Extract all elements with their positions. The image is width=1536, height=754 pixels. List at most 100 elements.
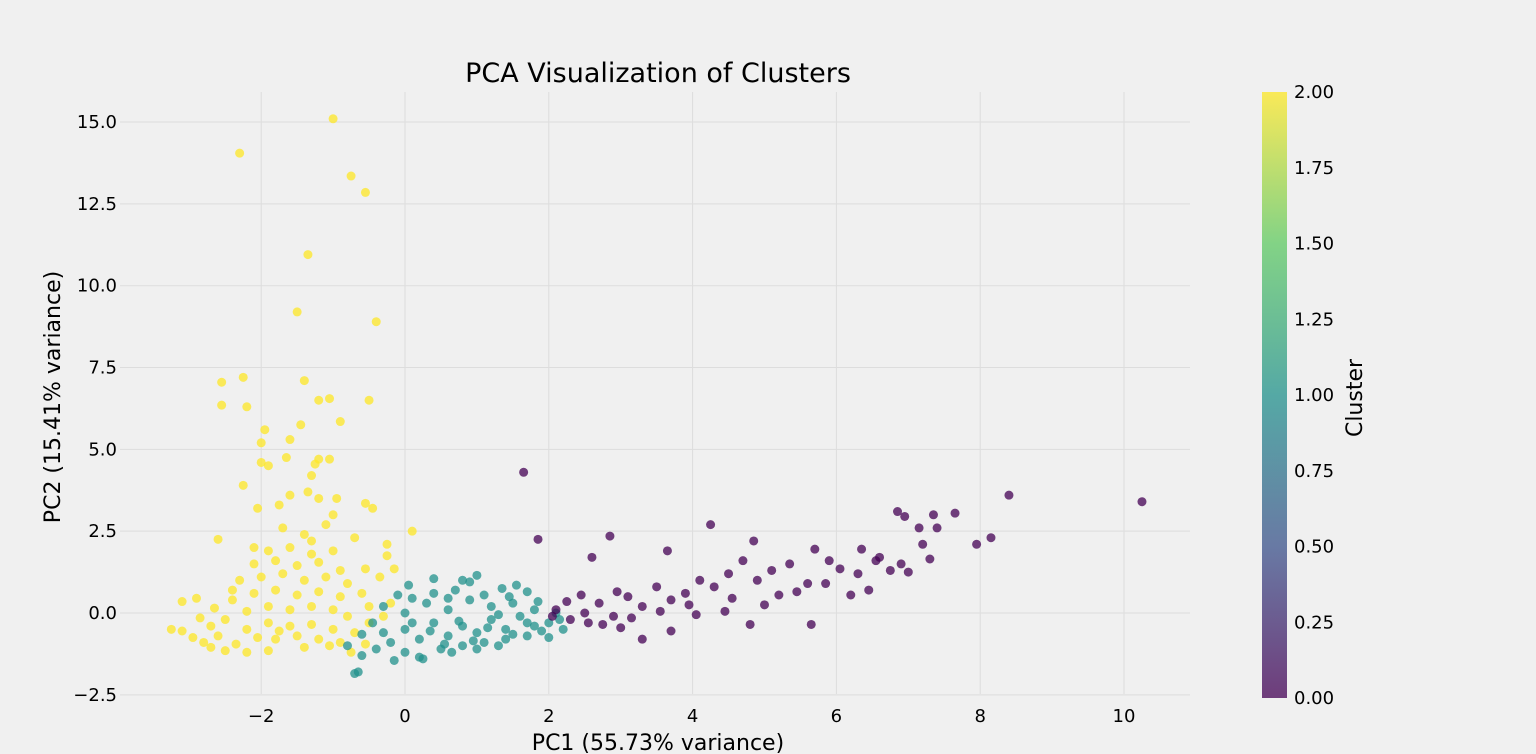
- data-point-cluster-0: [695, 575, 705, 585]
- data-point-cluster-1: [447, 647, 457, 657]
- data-point-cluster-0: [785, 559, 795, 569]
- x-axis-ticks: −2 0 2 4 6 8 10: [248, 706, 1136, 727]
- data-point-cluster-2: [321, 520, 331, 530]
- data-point-cluster-0: [662, 546, 672, 556]
- data-point-cluster-0: [666, 626, 676, 636]
- data-point-cluster-1: [443, 605, 453, 615]
- data-point-cluster-2: [206, 642, 216, 652]
- data-point-cluster-0: [655, 606, 665, 616]
- x-tick-label: 8: [974, 706, 985, 727]
- data-point-cluster-0: [598, 619, 608, 629]
- data-point-cluster-0: [706, 520, 716, 530]
- data-point-cluster-1: [371, 644, 381, 654]
- data-point-cluster-2: [281, 453, 291, 463]
- colorbar-tick-label: 1.25: [1294, 309, 1334, 330]
- data-point-cluster-2: [285, 605, 295, 615]
- data-point-cluster-2: [360, 639, 370, 649]
- data-point-cluster-0: [821, 579, 831, 589]
- data-point-cluster-1: [458, 575, 468, 585]
- colorbar-label: Cluster: [1343, 358, 1368, 437]
- data-point-cluster-0: [1004, 490, 1014, 500]
- data-point-cluster-0: [900, 511, 910, 521]
- data-point-cluster-1: [342, 641, 352, 651]
- y-tick-label: 7.5: [88, 358, 117, 379]
- data-point-cluster-0: [914, 523, 924, 533]
- y-tick-label: 0.0: [88, 603, 117, 624]
- data-point-cluster-1: [508, 629, 518, 639]
- data-point-cluster-0: [885, 565, 895, 575]
- data-point-cluster-2: [285, 621, 295, 631]
- data-point-cluster-2: [382, 539, 392, 549]
- data-point-cluster-0: [1137, 497, 1147, 507]
- data-point-cluster-1: [501, 634, 511, 644]
- data-point-cluster-2: [217, 377, 227, 387]
- data-point-cluster-2: [231, 639, 241, 649]
- data-point-cluster-2: [328, 510, 338, 520]
- y-tick-label: 2.5: [88, 521, 117, 542]
- data-point-cluster-2: [292, 631, 302, 641]
- data-point-cluster-0: [623, 592, 633, 602]
- data-point-cluster-1: [522, 618, 532, 628]
- data-point-cluster-0: [824, 556, 834, 566]
- data-point-cluster-1: [400, 608, 410, 618]
- x-tick-label: 0: [399, 706, 410, 727]
- data-point-cluster-1: [357, 629, 367, 639]
- colorbar-tick-label: 0.75: [1294, 461, 1334, 482]
- data-point-cluster-1: [493, 641, 503, 651]
- data-point-cluster-2: [271, 634, 281, 644]
- colorbar-tick-label: 0.25: [1294, 612, 1334, 633]
- data-point-cluster-2: [378, 611, 388, 621]
- data-point-cluster-2: [166, 624, 176, 634]
- data-point-cluster-1: [472, 628, 482, 638]
- data-point-cluster-1: [483, 623, 493, 633]
- data-point-cluster-0: [846, 590, 856, 600]
- data-point-cluster-2: [346, 171, 356, 181]
- data-point-cluster-0: [864, 585, 874, 595]
- data-point-cluster-0: [587, 552, 597, 562]
- data-point-cluster-0: [565, 615, 575, 625]
- data-point-cluster-2: [335, 417, 345, 427]
- data-point-cluster-1: [407, 593, 417, 603]
- data-point-cluster-0: [806, 619, 816, 629]
- data-point-cluster-2: [188, 633, 198, 643]
- data-point-cluster-2: [328, 114, 338, 124]
- colorbar: 0.00 0.25 0.50 0.75 1.00 1.25 1.50 1.75 2.00 Clu…: [1262, 82, 1368, 709]
- data-point-cluster-0: [616, 623, 626, 633]
- y-axis-ticks: −2.5 0.0 2.5 5.0 7.5 10.0 12.5 15.0: [73, 112, 117, 706]
- data-point-cluster-2: [310, 459, 320, 469]
- data-point-cluster-1: [529, 621, 539, 631]
- data-point-cluster-0: [896, 559, 906, 569]
- data-point-cluster-2: [292, 307, 302, 317]
- data-point-cluster-2: [256, 438, 266, 448]
- data-point-cluster-2: [325, 454, 335, 464]
- data-point-cluster-0: [684, 600, 694, 610]
- data-point-cluster-1: [479, 637, 489, 647]
- data-point-cluster-2: [195, 613, 205, 623]
- colorbar-gradient: [1262, 92, 1287, 698]
- data-point-cluster-2: [307, 549, 317, 559]
- data-point-cluster-1: [386, 637, 396, 647]
- data-point-cluster-0: [853, 569, 863, 579]
- data-point-cluster-0: [810, 544, 820, 554]
- data-point-cluster-0: [893, 507, 903, 517]
- data-point-cluster-0: [680, 588, 690, 598]
- data-point-cluster-0: [594, 598, 604, 608]
- y-tick-label: −2.5: [73, 685, 117, 706]
- data-point-cluster-2: [220, 615, 230, 625]
- grid-lines: [120, 92, 1190, 696]
- data-point-cluster-2: [199, 637, 209, 647]
- data-point-cluster-0: [533, 534, 543, 544]
- data-point-cluster-2: [350, 628, 360, 638]
- data-point-cluster-0: [857, 544, 867, 554]
- data-point-cluster-0: [637, 601, 647, 611]
- data-point-cluster-2: [263, 546, 273, 556]
- data-point-cluster-2: [217, 400, 227, 410]
- data-point-cluster-0: [709, 582, 719, 592]
- data-point-cluster-2: [299, 529, 309, 539]
- data-point-cluster-1: [357, 651, 367, 661]
- data-point-cluster-0: [652, 582, 662, 592]
- data-point-cluster-0: [609, 611, 619, 621]
- colorbar-tick-label: 1.50: [1294, 234, 1334, 255]
- data-point-cluster-2: [350, 533, 360, 543]
- y-tick-label: 15.0: [77, 112, 117, 133]
